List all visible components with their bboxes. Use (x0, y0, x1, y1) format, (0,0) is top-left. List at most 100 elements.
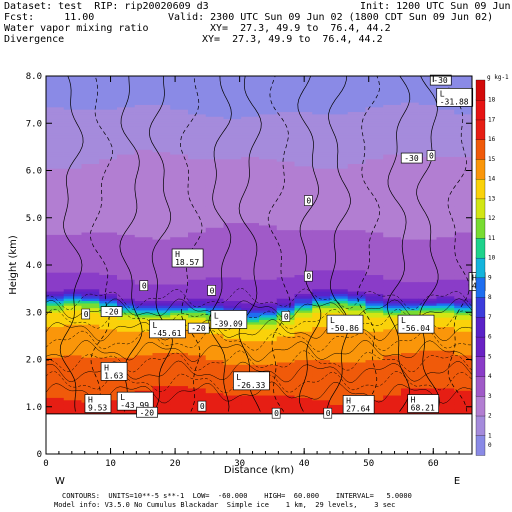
moisture-cell (46, 189, 65, 193)
moisture-cell (152, 309, 171, 313)
moisture-cell (117, 274, 136, 278)
moisture-cell (312, 257, 331, 261)
moisture-cell (117, 125, 136, 129)
moisture-cell (365, 333, 384, 337)
moisture-cell (99, 231, 118, 235)
moisture-cell (134, 113, 154, 117)
moisture-cell (188, 146, 207, 150)
moisture-cell (99, 345, 118, 349)
moisture-cell (454, 283, 472, 287)
moisture-cell (188, 300, 207, 304)
moisture-cell (188, 113, 207, 117)
moisture-cell (347, 76, 367, 79)
moisture-cell (276, 210, 296, 214)
moisture-cell (223, 229, 242, 233)
moisture-cell (205, 253, 225, 257)
moisture-cell (259, 402, 278, 405)
moisture-cell (46, 397, 65, 401)
moisture-cell (223, 217, 242, 221)
moisture-cell (294, 324, 313, 328)
moisture-cell (241, 236, 260, 240)
moisture-cell (241, 394, 260, 398)
moisture-cell (436, 198, 455, 202)
moisture-cell (99, 123, 118, 127)
zero-box (304, 195, 313, 206)
moisture-cell (152, 203, 171, 207)
moisture-cell (259, 314, 278, 318)
moisture-cell (152, 373, 171, 377)
moisture-cell (152, 260, 171, 264)
moisture-cell (63, 229, 83, 233)
moisture-cell (454, 231, 472, 235)
moisture-cell (117, 257, 136, 261)
moisture-cell (294, 328, 313, 332)
moisture-cell (418, 201, 438, 205)
moisture-cell (276, 78, 296, 82)
moisture-cell (259, 354, 278, 358)
moisture-cell (152, 267, 171, 271)
moisture-cell (365, 229, 384, 233)
y-tick-label: 3.0 (26, 308, 42, 318)
moisture-cell (436, 201, 455, 205)
moisture-cell (347, 255, 367, 259)
moisture-cell (365, 265, 384, 268)
moisture-cell (436, 319, 455, 323)
moisture-cell (330, 123, 349, 127)
moisture-cell (134, 380, 154, 384)
moisture-cell (365, 328, 384, 332)
moisture-cell (134, 319, 154, 323)
moisture-cell (294, 383, 313, 387)
moisture-cell (63, 267, 83, 271)
moisture-cell (383, 87, 402, 91)
moisture-cell (205, 227, 225, 231)
moisture-cell (134, 179, 154, 183)
moisture-cell (99, 90, 118, 94)
moisture-cell (241, 227, 260, 231)
moisture-cell (365, 109, 384, 113)
moisture-cell (99, 175, 118, 179)
moisture-cell (294, 300, 313, 304)
moisture-cell (152, 342, 171, 346)
moisture-cell (276, 364, 296, 368)
moisture-cell (241, 78, 260, 82)
moisture-cell (188, 302, 207, 306)
moisture-cell (134, 309, 154, 313)
moisture-cell (170, 229, 189, 233)
moisture-cell (347, 87, 367, 91)
moisture-cell (365, 198, 384, 202)
moisture-cell (188, 267, 207, 271)
moisture-cell (241, 241, 260, 245)
moisture-cell (312, 151, 331, 155)
moisture-cell (170, 373, 189, 377)
moisture-cell (383, 239, 402, 242)
moisture-cell (117, 132, 136, 136)
extremum-value: -26.33 (236, 381, 265, 390)
moisture-cell (241, 172, 260, 176)
moisture-cell (365, 321, 384, 325)
moisture-cell (347, 354, 367, 358)
moisture-cell (170, 406, 189, 410)
moisture-cell (294, 411, 313, 415)
moisture-cell (418, 139, 438, 143)
moisture-cell (347, 257, 367, 261)
moisture-cell (63, 215, 83, 219)
moisture-cell (99, 85, 118, 89)
moisture-cell (46, 305, 65, 309)
moisture-cell (117, 97, 136, 101)
moisture-cell (276, 83, 296, 87)
moisture-cell (330, 376, 349, 379)
moisture-cell (436, 203, 455, 207)
moisture-cell (330, 305, 349, 309)
moisture-cell (330, 260, 349, 264)
moisture-cell (365, 208, 384, 212)
moisture-cell (81, 366, 100, 370)
moisture-cell (205, 163, 225, 167)
forecast-hour: Fcst: 11.00 (4, 12, 95, 23)
moisture-cell (99, 76, 118, 79)
colorbar-label: 3 (488, 393, 492, 400)
moisture-cell (330, 385, 349, 389)
moisture-cell (383, 300, 402, 304)
moisture-cell (312, 338, 331, 342)
moisture-cell (454, 302, 472, 306)
moisture-cell (294, 402, 313, 405)
